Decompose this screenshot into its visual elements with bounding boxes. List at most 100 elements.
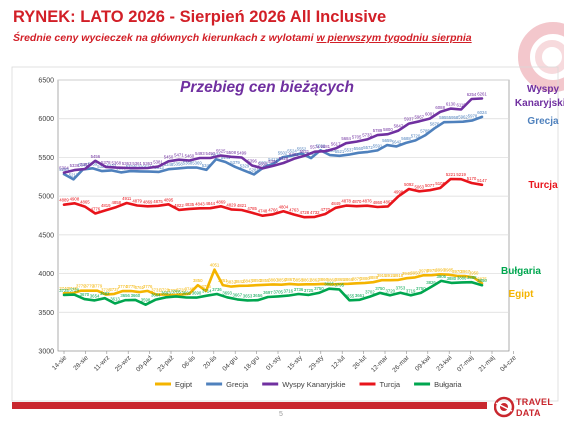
data-label: 4829: [226, 202, 236, 207]
series-line-bułgaria: [62, 279, 484, 306]
x-tick-label: 14-sie: [51, 354, 69, 372]
data-label: 5428: [279, 156, 289, 161]
logo-text-data: DATA: [516, 408, 541, 418]
data-label: 3970: [452, 269, 462, 274]
data-label: 3716: [284, 289, 294, 294]
series-side-label: Egipt: [509, 289, 535, 300]
data-label: 5396: [247, 158, 257, 163]
data-label: 3865: [335, 277, 345, 282]
decorative-ring-inner: [535, 40, 564, 74]
chart-title: Przebieg cen bieżących: [180, 79, 354, 96]
data-label: 3915: [377, 273, 387, 278]
data-label: 3880: [447, 276, 457, 281]
data-label: 3850: [251, 278, 261, 283]
data-label: 5962: [458, 115, 468, 120]
data-label: 5524: [287, 149, 297, 154]
data-label: 4821: [237, 203, 247, 208]
data-label: 5720: [411, 133, 421, 138]
data-label: 5324: [126, 164, 136, 169]
data-label: 6088: [435, 105, 445, 110]
data-label: 3761: [134, 285, 144, 290]
data-label: 4889: [59, 198, 69, 203]
data-label: 5324: [97, 164, 107, 169]
data-label: 3746: [68, 286, 78, 291]
data-label: 4843: [195, 201, 205, 206]
data-label: 5733: [362, 132, 372, 137]
data-label: 4858: [111, 200, 121, 205]
data-label: 3875: [477, 276, 487, 281]
travel-data-logo-icon: [494, 396, 515, 418]
series-side-label: Turcja: [528, 180, 558, 191]
data-label: 4865: [80, 200, 90, 205]
data-label: 6261: [477, 92, 487, 97]
data-label: 5105: [435, 181, 445, 186]
data-label: 5379: [230, 160, 240, 165]
y-tick-label: 5500: [38, 155, 54, 162]
data-label: 5789: [373, 128, 383, 133]
series-side-label: Grecja: [527, 116, 559, 127]
data-label: 3855: [260, 278, 270, 283]
data-label: 5361: [132, 161, 142, 166]
data-label: 3856: [277, 278, 287, 283]
data-label: 3858: [293, 278, 303, 283]
data-label: 3880: [360, 276, 370, 281]
data-label: 5369: [192, 161, 202, 166]
data-label: 5937: [404, 117, 414, 122]
data-label: 3728: [101, 288, 111, 293]
data-label: 3693: [161, 290, 171, 295]
data-label: 3725: [304, 288, 314, 293]
data-label: 4728: [300, 210, 310, 215]
data-label: 3985: [444, 268, 454, 273]
data-label: 5847: [394, 124, 404, 129]
data-label: 3867: [285, 277, 295, 282]
data-label: 5705: [352, 135, 362, 140]
data-label: 5502: [278, 150, 288, 155]
data-label: 3653: [243, 293, 253, 298]
data-label: 6001: [425, 112, 435, 117]
data-label: 5574: [310, 145, 320, 150]
data-label: 5471: [174, 153, 184, 158]
data-label: 3868: [343, 277, 353, 282]
legend-label: Bułgaria: [434, 380, 462, 389]
data-label: 5358: [173, 161, 183, 166]
data-label: 4895: [164, 197, 174, 202]
x-tick-label: 29-sty: [308, 354, 326, 372]
data-label: 5285: [59, 167, 69, 172]
data-label: 3728: [176, 288, 186, 293]
data-label: 4819: [101, 203, 111, 208]
data-label: 3682: [100, 291, 110, 296]
data-label: 3750: [314, 286, 324, 291]
y-tick-label: 4000: [38, 271, 54, 278]
data-label: 3861: [302, 277, 312, 282]
x-tick-label: 12-mar: [370, 354, 390, 374]
legend-label: Turcja: [380, 380, 401, 389]
series-side-label: Bułgaria: [501, 266, 541, 277]
data-label: 5329: [240, 164, 250, 169]
data-label: 5591: [373, 143, 383, 148]
series-line-wyspy-kanaryjskie: [62, 97, 484, 174]
data-label: 3905: [436, 274, 446, 279]
data-label: 5482: [289, 152, 299, 157]
data-label: 3753: [396, 286, 406, 291]
y-tick-label: 6500: [38, 78, 54, 85]
subtitle-text: Średnie ceny wycieczek na głównych kieru…: [13, 32, 317, 44]
data-label: 3693: [222, 290, 232, 295]
data-label: 5391: [268, 159, 278, 164]
data-label: 3850: [193, 278, 203, 283]
data-label: 5345: [78, 162, 88, 167]
data-label: 4870: [352, 199, 362, 204]
data-label: 4867: [383, 199, 393, 204]
data-label: 3722: [168, 288, 178, 293]
data-label: 5450: [164, 154, 174, 159]
data-label: 5371: [259, 160, 269, 165]
data-label: 5499: [237, 151, 247, 156]
data-label: 3918: [394, 273, 404, 278]
data-label: 5688: [401, 136, 411, 141]
data-label: 3875: [352, 276, 362, 281]
data-label: 3661: [355, 293, 365, 298]
x-tick-label: 07-maj: [456, 354, 475, 373]
data-label: 5978: [468, 113, 478, 118]
data-label: 5368: [111, 161, 121, 166]
